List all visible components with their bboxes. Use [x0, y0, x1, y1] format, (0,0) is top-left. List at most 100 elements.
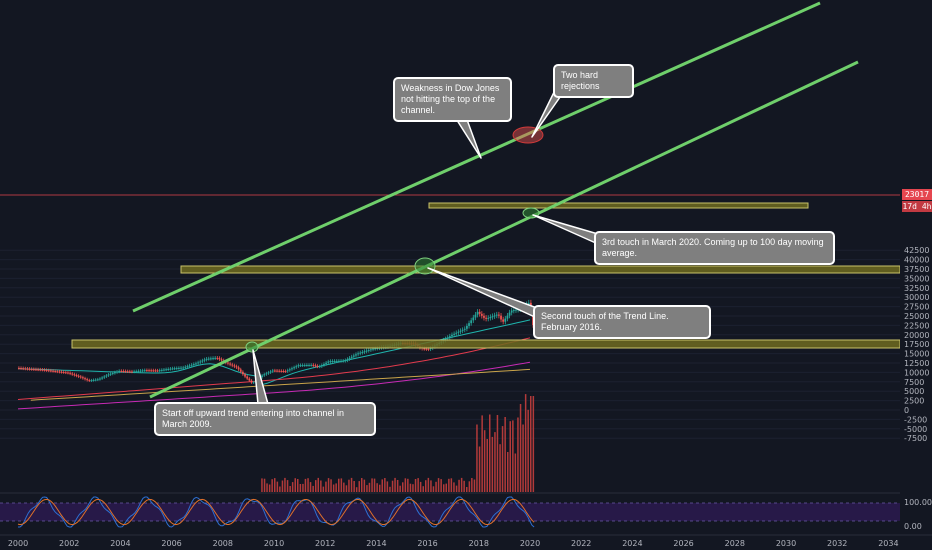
- candle-body: [500, 315, 502, 320]
- candle-body: [278, 370, 281, 372]
- volume-bar: [371, 478, 373, 492]
- annotation-start-trend[interactable]: Start off upward trend entering into cha…: [154, 402, 376, 436]
- volume-bar: [368, 482, 371, 492]
- candle-body: [231, 364, 234, 366]
- volume-bar: [473, 479, 476, 492]
- candle-body: [483, 315, 485, 318]
- candle-body: [154, 370, 157, 372]
- volume-bar: [340, 478, 343, 492]
- candle-body: [205, 358, 208, 360]
- candle-body: [86, 379, 89, 381]
- candle-body: [139, 370, 142, 372]
- volume-bar: [381, 479, 383, 492]
- channel-bottom-line: [149, 60, 859, 399]
- x-tick-label: 2018: [469, 539, 489, 548]
- volume-bar: [384, 478, 386, 492]
- x-tick-label: 2032: [827, 539, 847, 548]
- ma-very-long-line: [30, 368, 531, 401]
- volume-bar: [261, 478, 263, 492]
- y-tick-label: 22500: [904, 321, 929, 330]
- volume-bar: [448, 478, 450, 492]
- candle-body: [350, 356, 353, 358]
- candle-body: [62, 372, 65, 374]
- annotation-two-rejections[interactable]: Two hard rejections: [553, 64, 634, 98]
- volume-bar: [379, 484, 381, 492]
- support-bands[interactable]: [71, 202, 901, 349]
- candle-body: [71, 373, 74, 375]
- volume-bar: [279, 486, 281, 492]
- x-tick-label: 2020: [520, 539, 540, 548]
- candle-body: [461, 329, 464, 331]
- annotation-second-touch[interactable]: Second touch of the Trend Line. February…: [533, 305, 711, 339]
- candle-body: [141, 370, 144, 372]
- candle-body: [506, 315, 509, 319]
- candle-body: [233, 365, 236, 367]
- volume-bar: [414, 479, 417, 492]
- volume-bar: [391, 480, 394, 492]
- volume-bar: [407, 478, 409, 492]
- volume-bar: [527, 409, 529, 492]
- volume-bar: [435, 481, 437, 492]
- candle-body: [491, 316, 494, 318]
- candle-body: [160, 369, 163, 371]
- volume-bar: [499, 444, 501, 492]
- candle-body: [299, 365, 302, 367]
- candle-body: [218, 358, 221, 360]
- candle-body: [99, 378, 101, 380]
- candle-body: [333, 360, 336, 362]
- candle-body: [163, 369, 165, 371]
- candle-body: [508, 312, 511, 316]
- volume-bar: [363, 479, 366, 492]
- candle-body: [487, 317, 490, 319]
- x-tick-label: 2030: [776, 539, 796, 548]
- candle-body: [77, 375, 80, 377]
- y-axis-background: [900, 0, 932, 535]
- volume-bar: [366, 485, 368, 492]
- candle-body: [480, 313, 483, 316]
- candle-body: [178, 367, 180, 369]
- countdown-tag: 17d 4h: [902, 201, 932, 212]
- candle-body: [82, 377, 84, 379]
- candle-body: [133, 371, 135, 373]
- volume-bar: [412, 484, 414, 492]
- x-axis[interactable]: 2000 2002 2004 2006 2008 2010 2012 2014 2016 2018…: [0, 534, 932, 548]
- candle-body: [327, 361, 330, 363]
- candle-body: [267, 372, 270, 374]
- volume-bar: [512, 420, 514, 492]
- candle-body: [35, 369, 37, 371]
- candle-body: [357, 353, 359, 355]
- candle-body: [342, 360, 345, 362]
- volume-bar: [386, 481, 389, 492]
- volume-bar: [481, 415, 483, 492]
- y-tick-label: 40000: [904, 256, 929, 265]
- volume-bar: [443, 484, 445, 492]
- candle-body: [26, 368, 29, 370]
- support-band-3: [71, 339, 901, 349]
- candle-body: [148, 370, 150, 372]
- candle-body: [24, 368, 27, 370]
- y-axis[interactable]: 4250040000375003500032500300002750025000…: [900, 0, 932, 535]
- y-tick-label: 27500: [904, 303, 929, 312]
- y-tick-label: 42500: [904, 246, 929, 255]
- candle-body: [338, 360, 340, 362]
- candle-body: [288, 369, 291, 371]
- candle-body: [329, 361, 332, 363]
- volume-bar: [299, 484, 302, 492]
- candle-body: [192, 364, 195, 366]
- candle-body: [239, 369, 242, 372]
- candle-body: [459, 330, 462, 332]
- candle-body: [376, 348, 379, 350]
- volume-bar: [468, 481, 471, 492]
- annotation-third-touch[interactable]: 3rd touch in March 2020. Coming up to 10…: [594, 231, 835, 265]
- stoch-band: [0, 503, 900, 521]
- volume-bar: [291, 482, 294, 492]
- volume-bar: [483, 430, 486, 492]
- candle-body: [39, 369, 42, 371]
- candle-body: [43, 369, 46, 371]
- candle-body: [468, 323, 470, 326]
- annotation-weakness[interactable]: Weakness in Dow Jones not hitting the to…: [393, 77, 512, 122]
- candle-body: [227, 362, 229, 364]
- volume-bar: [271, 479, 273, 492]
- candle-body: [186, 366, 189, 368]
- trend-channel[interactable]: [0, 1, 902, 399]
